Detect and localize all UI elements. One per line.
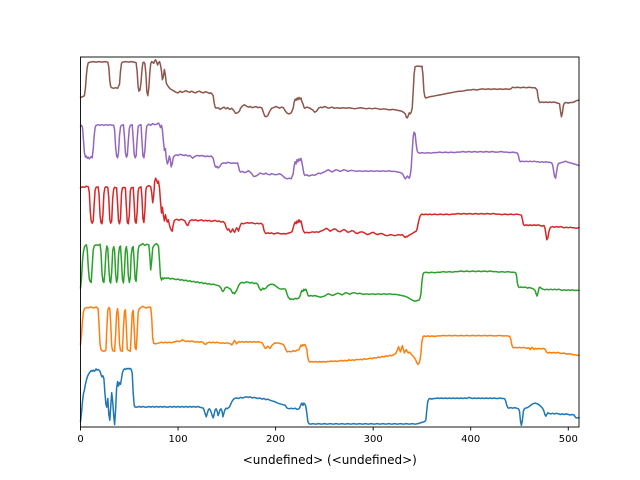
series-line-orange <box>79 305 580 366</box>
axes-frame <box>80 56 580 428</box>
x-tick-label: 200 <box>266 434 285 445</box>
x-tick-label: 500 <box>559 434 578 445</box>
series-line-red <box>79 177 580 241</box>
x-tick-label: 300 <box>364 434 383 445</box>
x-tick-label: 0 <box>77 434 83 445</box>
x-tick-label: 100 <box>169 434 188 445</box>
x-tick-label: 400 <box>461 434 480 445</box>
series-line-purple <box>79 122 580 180</box>
series-line-green <box>79 242 580 302</box>
series-line-blue <box>79 367 580 427</box>
series-line-brown <box>79 59 580 119</box>
x-axis-label: <undefined> (<undefined>) <box>243 453 417 467</box>
